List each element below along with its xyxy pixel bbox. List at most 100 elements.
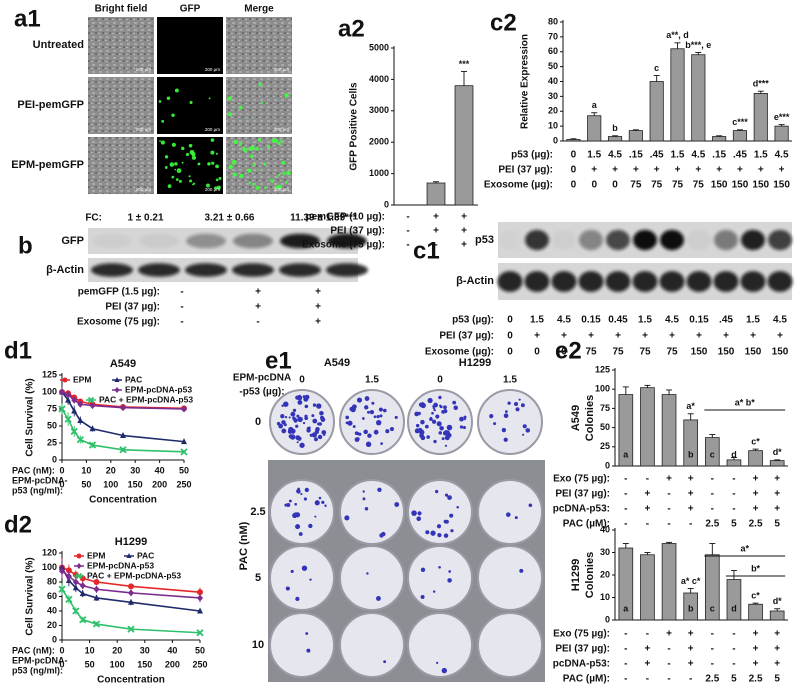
gfp-cell xyxy=(215,152,219,155)
colony xyxy=(351,404,357,410)
panel-label: d2 xyxy=(4,511,32,538)
condition-value: - xyxy=(646,519,649,530)
condition-value: - xyxy=(667,504,670,515)
gfp-cell xyxy=(274,139,277,142)
condition-value: - xyxy=(732,504,735,515)
condition-value: + xyxy=(696,331,702,342)
culture-plate xyxy=(477,612,543,678)
condition-value: 0 xyxy=(591,180,597,191)
condition-value: + xyxy=(753,489,759,500)
colony xyxy=(449,513,454,518)
colony xyxy=(394,415,398,420)
condition-value: - xyxy=(624,674,627,685)
data-point xyxy=(128,583,134,590)
condition-value: - xyxy=(711,629,714,640)
colony xyxy=(452,400,457,405)
data-point xyxy=(79,590,86,597)
gfp-cell xyxy=(286,170,291,176)
colony xyxy=(354,437,360,442)
condition-value: - xyxy=(624,629,627,640)
colony xyxy=(295,395,300,400)
gfp-cell xyxy=(174,162,178,166)
colony xyxy=(522,424,527,429)
colony xyxy=(296,489,301,494)
colony xyxy=(293,418,298,423)
condition-label: Exosome (75 µg): xyxy=(302,240,385,251)
data-point xyxy=(58,585,66,593)
bar xyxy=(661,394,677,467)
gfp-cell xyxy=(181,161,184,164)
condition-value: - xyxy=(624,659,627,670)
blot-band xyxy=(659,271,685,292)
colony xyxy=(417,511,422,516)
colony xyxy=(433,439,437,444)
colony xyxy=(319,410,324,416)
colony xyxy=(304,416,308,421)
condition-value: - xyxy=(624,489,627,500)
gfp-cell xyxy=(255,147,259,151)
gfp-cell xyxy=(171,113,175,118)
blot-band xyxy=(185,263,227,277)
colony xyxy=(377,487,382,493)
colony xyxy=(444,444,448,447)
colony xyxy=(434,489,439,494)
blot-band xyxy=(687,229,711,251)
micrograph xyxy=(88,137,154,194)
condition-value: 4.5 xyxy=(773,315,787,326)
colony xyxy=(436,661,439,664)
gfp-cell xyxy=(164,155,169,159)
blot-band xyxy=(525,229,549,251)
colony xyxy=(295,596,300,602)
condition-value: 0 xyxy=(561,347,567,358)
colony xyxy=(463,415,467,419)
bar xyxy=(753,93,768,142)
data-point xyxy=(76,435,84,444)
condition-value: + xyxy=(723,331,729,342)
colony xyxy=(501,427,507,433)
colony xyxy=(443,519,448,524)
data-point xyxy=(93,594,100,601)
x2-row-label: EPM-pcDNA- xyxy=(12,655,68,665)
colony xyxy=(443,405,447,410)
colony xyxy=(314,515,317,518)
y-tick-label: 0 xyxy=(605,460,610,470)
condition-value: 150 xyxy=(772,347,789,358)
condition-value: + xyxy=(645,644,651,655)
micrograph xyxy=(88,77,154,134)
condition-value: 75 xyxy=(639,347,651,358)
dose-label: -p53 (µg): xyxy=(239,387,284,398)
condition-value: 75 xyxy=(651,180,663,191)
colony xyxy=(505,512,511,517)
colony xyxy=(438,395,442,400)
blot-band xyxy=(686,271,712,292)
condition-value: + xyxy=(534,331,540,342)
colony xyxy=(314,500,320,506)
colony xyxy=(462,425,466,430)
colony xyxy=(507,401,511,405)
colony xyxy=(278,423,283,429)
gfp-cell xyxy=(284,180,288,184)
x-tick-label: 50 xyxy=(195,645,205,655)
bar-annotation: e*** xyxy=(774,112,790,122)
condition-value: 5 xyxy=(774,674,780,685)
condition-value: - xyxy=(624,644,627,655)
gfp-cell xyxy=(159,140,161,142)
condition-value: 2.5 xyxy=(705,674,719,685)
condition-value: + xyxy=(758,165,764,176)
colony xyxy=(385,429,390,434)
gfp-cell xyxy=(215,164,219,169)
chart-title: A549 xyxy=(110,358,136,370)
legend-label: EPM xyxy=(87,550,105,560)
scale-bar-label: 200 µm xyxy=(274,187,289,192)
condition-value: - xyxy=(180,302,183,313)
colony xyxy=(431,419,437,424)
micrograph xyxy=(226,17,292,74)
condition-value: 150 xyxy=(732,180,749,191)
condition-value: - xyxy=(646,674,649,685)
gfp-cell xyxy=(164,166,168,169)
gfp-cell xyxy=(176,168,182,174)
y-tick-label: 30 xyxy=(548,91,558,101)
colony xyxy=(296,414,300,418)
condition-value: .45 xyxy=(650,150,664,161)
culture-plate xyxy=(477,389,543,455)
